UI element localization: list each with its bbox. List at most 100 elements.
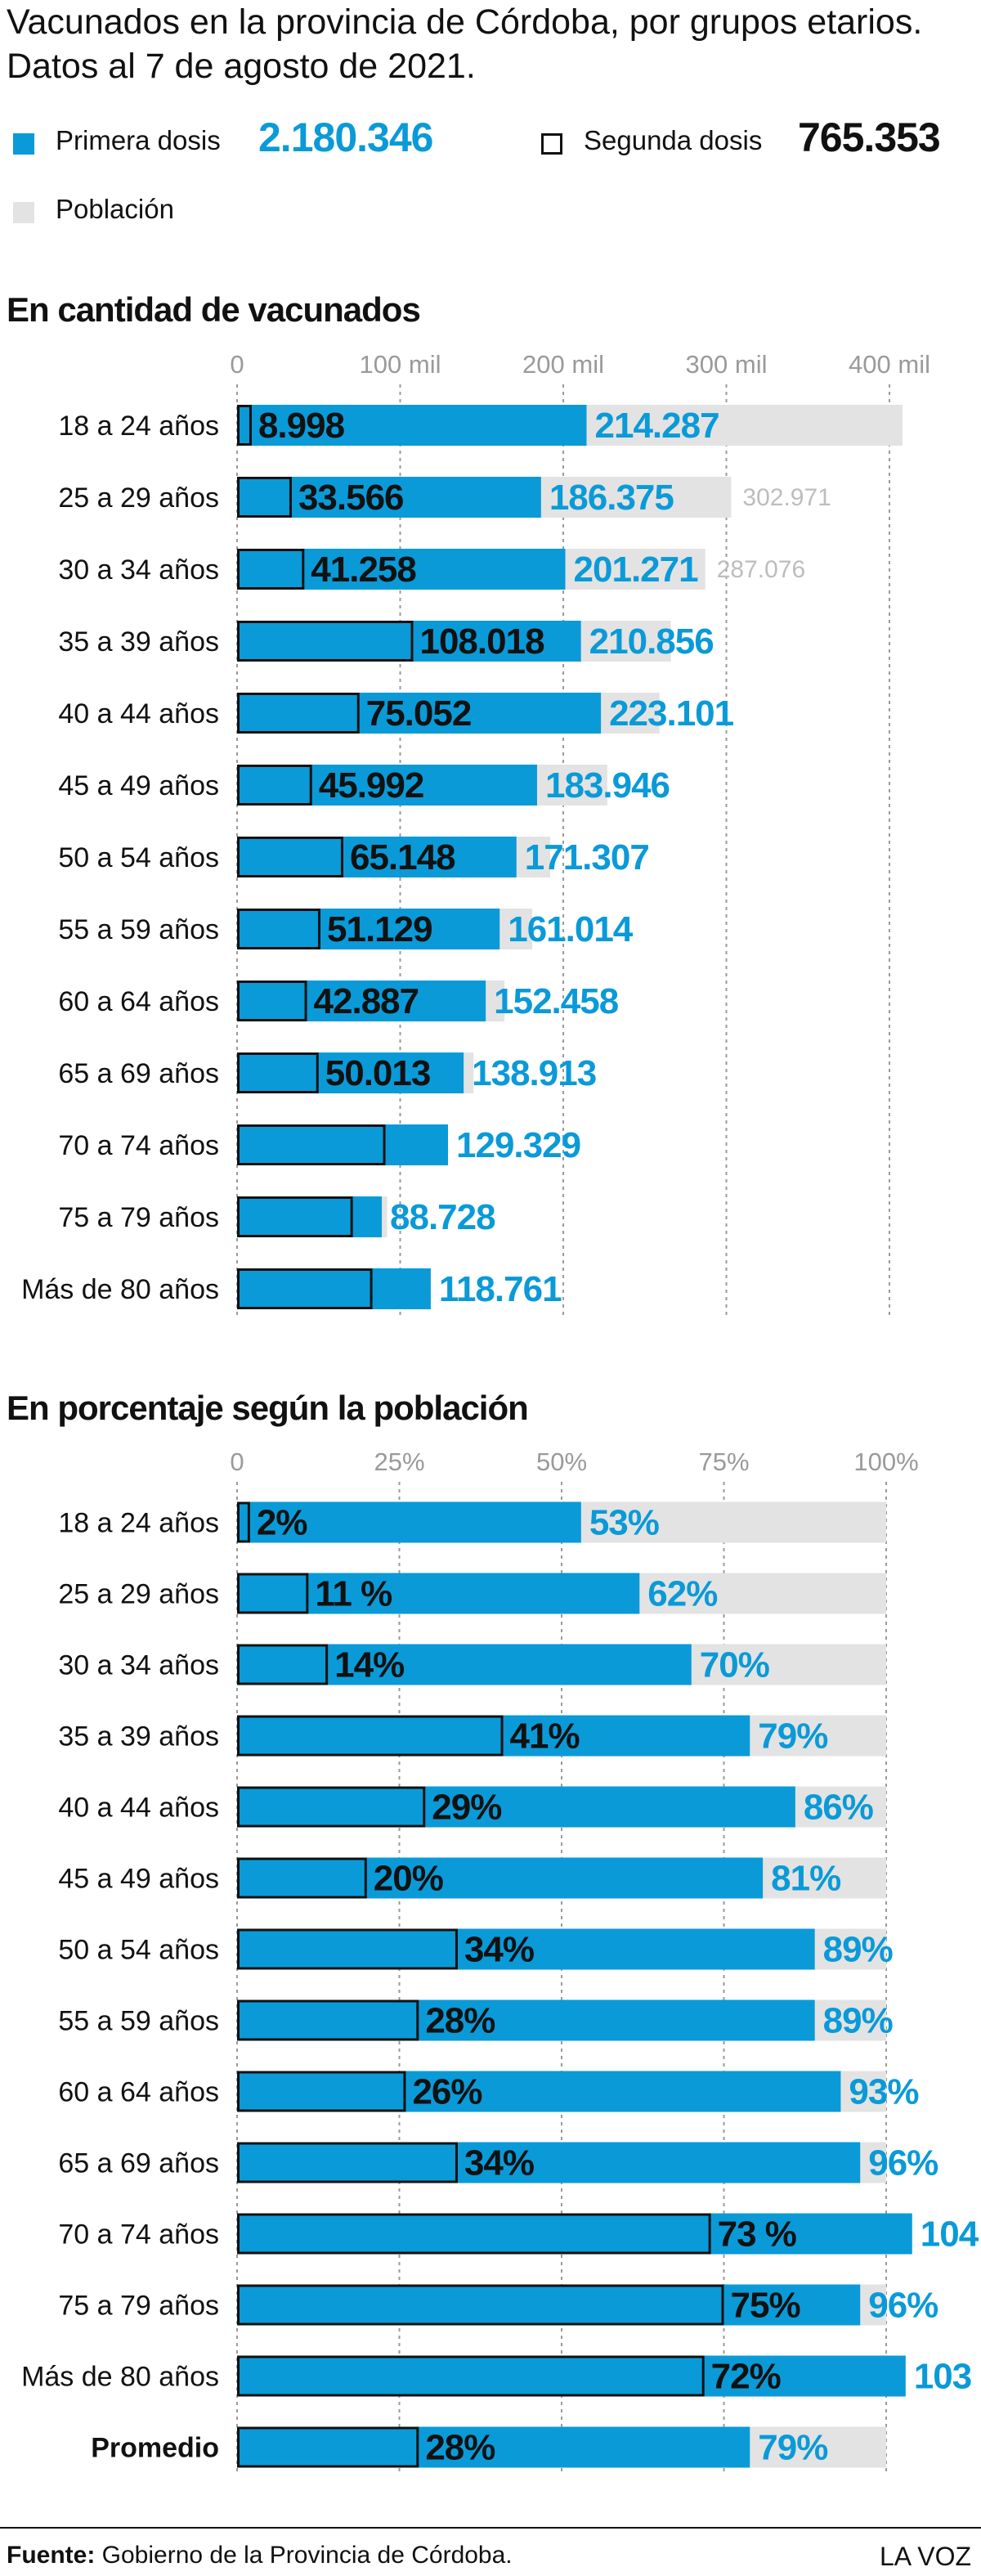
x-tick-label: 300 mil (686, 350, 768, 379)
label-second-dose: 41% (510, 1717, 580, 1757)
label-first-dose: 138.913 (472, 1053, 596, 1093)
bar-second-dose (237, 2355, 705, 2397)
x-tick-label: 400 mil (849, 350, 930, 379)
bar-second-dose (237, 1501, 250, 1543)
label-first-dose: 103 (914, 2357, 971, 2397)
label-second-dose: 41.258 (311, 550, 416, 590)
bar-second-dose (237, 1268, 373, 1309)
legend-label-first-dose: Primera dosis (56, 125, 221, 155)
label-first-dose: 214.287 (595, 406, 719, 446)
bar-second-dose (237, 1928, 458, 1970)
label-first-dose: 96% (868, 2286, 938, 2326)
chart1-title: En cantidad de vacunados (7, 290, 421, 329)
label-second-dose: 72% (711, 2357, 781, 2397)
label-first-dose: 62% (647, 1574, 717, 1614)
x-tick-label: 100 mil (360, 350, 441, 379)
legend-label-population: Población (56, 194, 174, 224)
label-second-dose: 34% (464, 2143, 534, 2183)
label-second-dose: 8.998 (258, 406, 345, 446)
label-second-dose: 34% (464, 1930, 534, 1970)
label-first-dose: 183.946 (545, 765, 670, 806)
category-label: 18 a 24 años (58, 1508, 219, 1539)
label-first-dose: 79% (758, 1717, 827, 1757)
label-first-dose: 152.458 (494, 981, 619, 1021)
label-second-dose: 28% (425, 2001, 495, 2041)
category-label: 45 a 49 años (58, 770, 219, 801)
label-first-dose: 81% (771, 1859, 840, 1899)
source-text: Gobierno de la Provincia de Córdoba. (95, 2542, 513, 2569)
category-label: 70 a 74 años (58, 2219, 219, 2251)
bar-second-dose (237, 1786, 426, 1828)
label-second-dose: 75% (731, 2286, 800, 2326)
label-second-dose: 33.566 (298, 478, 404, 518)
bar-second-dose (237, 909, 321, 949)
label-first-dose: 223.101 (609, 693, 734, 734)
category-label: 30 a 34 años (58, 554, 219, 586)
category-label: 55 a 59 años (58, 2006, 219, 2037)
chart2-title: En porcentaje según la población (7, 1389, 529, 1427)
label-second-dose: 28% (425, 2428, 495, 2468)
label-second-dose: 42.887 (314, 981, 419, 1021)
source-label: Fuente: (7, 2542, 96, 2569)
label-first-dose: 96% (868, 2143, 938, 2183)
x-tick-label: 0 (230, 350, 244, 379)
category-label: 65 a 69 años (58, 2148, 219, 2179)
x-tick-label: 100% (853, 1447, 918, 1476)
category-label: 25 a 29 años (58, 1579, 219, 1610)
legend-label-second-dose: Segunda dosis (584, 125, 763, 155)
x-tick-label: 0 (230, 1447, 244, 1476)
label-second-dose: 51.129 (327, 909, 432, 949)
bar-second-dose (237, 477, 292, 518)
label-population: 302.971 (742, 484, 831, 511)
chart-percent: 0 25% 50% 75% 100% 18 a 24 años 2% 53% 25 a 29 a… (21, 1447, 980, 2475)
bar-second-dose (237, 1573, 309, 1614)
label-first-dose: 70% (700, 1645, 769, 1685)
category-label: Más de 80 años (21, 1274, 219, 1305)
x-tick-label: 75% (698, 1447, 749, 1476)
footer-divider (0, 2527, 981, 2529)
category-label: 50 a 54 años (58, 1935, 219, 1966)
category-label: 25 a 29 años (58, 482, 219, 514)
bar-second-dose (237, 2142, 458, 2183)
x-tick-label: 200 mil (522, 350, 604, 379)
bar-second-dose (237, 1857, 367, 1899)
label-second-dose: 2% (257, 1503, 307, 1543)
bar-second-dose (237, 2213, 711, 2255)
category-label: 18 a 24 años (58, 411, 219, 442)
legend-swatch-second-dose (541, 133, 562, 155)
category-label: 55 a 59 años (58, 914, 219, 945)
category-label: 40 a 44 años (58, 698, 219, 729)
label-first-dose: 93% (849, 2072, 918, 2112)
category-label: 35 a 39 años (58, 626, 219, 657)
label-first-dose: 201.271 (574, 550, 699, 590)
bar-second-dose (237, 621, 414, 662)
label-second-dose: 14% (334, 1645, 404, 1685)
bar-first-dose (237, 1501, 581, 1543)
label-first-dose: 88.728 (390, 1197, 495, 1237)
label-first-dose: 53% (589, 1503, 659, 1543)
category-label: 60 a 64 años (58, 2077, 219, 2108)
label-first-dose: 89% (823, 1930, 893, 1970)
label-second-dose: 29% (432, 1788, 501, 1828)
chart-title: Vacunados en la provincia de Córdoba, po… (7, 2, 923, 86)
bar-second-dose (237, 2284, 724, 2326)
bar-second-dose (237, 549, 305, 590)
category-label: 45 a 49 años (58, 1864, 219, 1895)
source-note: Fuente: Gobierno de la Provincia de Córd… (7, 2542, 513, 2569)
label-second-dose: 108.018 (419, 622, 544, 662)
category-label: 65 a 69 años (58, 1058, 219, 1089)
label-second-dose: 75.052 (366, 693, 472, 734)
label-first-dose: 86% (804, 1788, 873, 1828)
label-first-dose: 79% (758, 2428, 827, 2468)
label-second-dose: 65.148 (350, 837, 455, 877)
x-tick-label: 25% (374, 1447, 424, 1476)
label-second-dose: 20% (374, 1859, 443, 1899)
bar-second-dose (237, 1644, 329, 1685)
bar-second-dose (237, 981, 307, 1021)
category-label: 40 a 44 años (58, 1793, 219, 1824)
category-label: 75 a 79 años (58, 2291, 219, 2322)
label-first-dose: 89% (823, 2001, 893, 2041)
bar-second-dose (237, 837, 343, 877)
x-tick-label: 50% (536, 1447, 587, 1476)
bar-second-dose (237, 405, 252, 446)
